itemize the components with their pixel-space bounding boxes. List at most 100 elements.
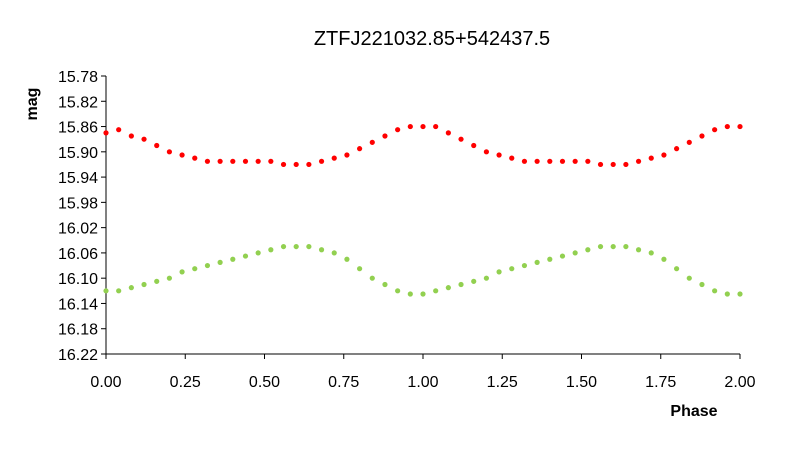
data-point <box>635 158 642 164</box>
data-point <box>128 133 134 139</box>
data-point <box>674 146 680 152</box>
data-point <box>661 256 667 262</box>
plot-area: 15.78 15.82 15.86 15.90 15.94 15.98 16.02 16.06… <box>58 69 756 391</box>
y-axis-ticks: 15.78 15.82 15.86 15.90 15.94 15.98 16.02 16.06… <box>58 69 106 364</box>
data-point <box>306 243 312 250</box>
data-point <box>293 161 299 168</box>
x-tick-label: 1.50 <box>566 374 597 391</box>
y-tick-label: 15.78 <box>58 69 98 86</box>
data-point <box>458 281 464 288</box>
data-point <box>306 161 312 168</box>
x-tick-label: 1.00 <box>407 374 438 391</box>
data-point <box>572 250 578 256</box>
data-point <box>724 123 730 130</box>
data-point <box>344 256 350 262</box>
data-point <box>572 158 578 164</box>
series-0-points <box>103 123 743 168</box>
data-point <box>318 247 325 253</box>
data-point <box>255 250 261 256</box>
data-point <box>204 262 211 269</box>
data-point <box>737 123 743 130</box>
data-point <box>331 250 337 256</box>
data-point <box>395 288 401 294</box>
x-axis-ticks: 0.00 0.25 0.50 0.75 1.00 1.25 1.50 1.75 2.00 <box>90 354 756 391</box>
data-point <box>280 243 287 250</box>
data-point <box>547 256 553 262</box>
data-point <box>344 152 350 158</box>
data-point <box>420 123 426 130</box>
data-point <box>585 158 591 164</box>
data-point <box>166 275 172 281</box>
y-tick-label: 15.94 <box>58 170 98 187</box>
data-point <box>635 247 642 253</box>
data-point <box>509 155 515 161</box>
x-tick-label: 1.75 <box>645 374 676 391</box>
data-point <box>686 275 692 281</box>
data-point <box>369 275 375 281</box>
data-point <box>357 266 363 272</box>
data-point <box>357 146 363 152</box>
data-point <box>318 158 325 164</box>
x-tick-label: 0.75 <box>328 374 359 391</box>
y-tick-label: 16.06 <box>58 246 98 263</box>
data-point <box>242 158 249 164</box>
data-point <box>382 133 388 139</box>
data-point <box>648 250 654 256</box>
data-points <box>103 123 743 297</box>
data-point <box>737 291 743 297</box>
data-point <box>369 139 375 145</box>
data-point <box>648 155 654 161</box>
y-tick-label: 16.02 <box>58 221 98 238</box>
data-point <box>154 142 160 149</box>
data-point <box>534 259 540 265</box>
data-point <box>433 123 439 130</box>
data-point <box>585 247 591 253</box>
data-point <box>496 152 502 158</box>
data-point <box>610 161 616 168</box>
data-point <box>521 158 528 164</box>
data-point <box>610 243 616 250</box>
x-tick-label: 2.00 <box>724 374 755 391</box>
data-point <box>268 247 274 253</box>
data-point <box>128 285 134 291</box>
data-point <box>230 158 236 164</box>
y-axis-label: mag <box>24 88 41 121</box>
data-point <box>623 243 629 250</box>
data-point <box>255 158 261 164</box>
data-point <box>217 158 223 164</box>
data-point <box>242 253 249 259</box>
series-1-points <box>103 243 743 297</box>
data-point <box>116 288 122 294</box>
data-point <box>559 253 566 259</box>
y-tick-label: 15.82 <box>58 94 98 111</box>
x-tick-label: 1.25 <box>487 374 518 391</box>
x-axis-label: Phase <box>670 403 717 420</box>
chart-title: ZTFJ221032.85+542437.5 <box>314 28 550 50</box>
data-point <box>712 288 718 294</box>
data-point <box>445 285 451 291</box>
data-point <box>496 269 502 275</box>
data-point <box>407 291 413 297</box>
data-point <box>141 136 147 142</box>
data-point <box>179 269 185 275</box>
data-point <box>103 130 109 136</box>
data-point <box>623 161 629 168</box>
data-point <box>433 288 439 294</box>
data-point <box>116 127 122 133</box>
data-point <box>483 149 489 155</box>
data-point <box>154 278 160 284</box>
data-point <box>331 155 337 161</box>
data-point <box>712 127 718 133</box>
data-point <box>420 291 426 297</box>
data-point <box>268 158 274 164</box>
y-tick-label: 16.14 <box>58 296 98 313</box>
data-point <box>445 130 451 136</box>
y-tick-label: 15.98 <box>58 195 98 212</box>
x-tick-label: 0.25 <box>170 374 201 391</box>
data-point <box>686 139 692 145</box>
data-point <box>509 266 515 272</box>
data-point <box>458 136 464 142</box>
data-point <box>395 127 401 133</box>
data-point <box>179 152 185 158</box>
data-point <box>217 259 223 265</box>
